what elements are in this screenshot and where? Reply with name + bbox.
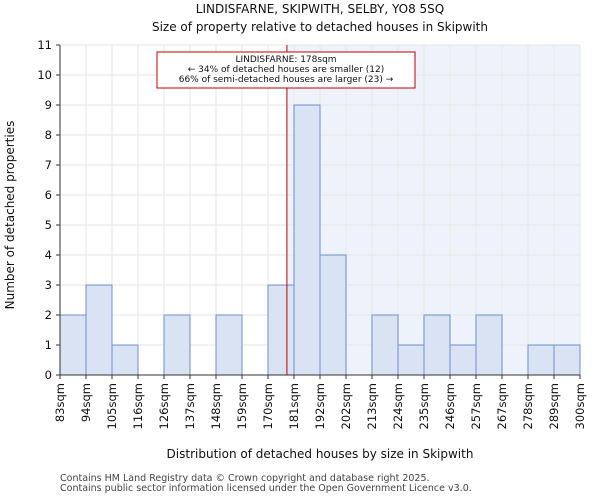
bar [293,104,321,376]
x-tick-label: 105sqm [105,383,119,429]
x-tick-label: 94sqm [79,383,93,422]
x-tick-label: 170sqm [261,383,275,429]
y-tick-label: 8 [45,128,52,142]
x-tick-label: 300sqm [573,383,587,429]
x-tick-label: 192sqm [313,383,327,429]
x-axis-label: Distribution of detached houses by size … [167,447,474,461]
chart-title: LINDISFARNE, SKIPWITH, SELBY, YO8 5SQ [196,2,444,16]
y-tick-label: 5 [45,218,52,232]
annotation-box [156,51,416,89]
y-tick-label: 1 [45,338,52,352]
annotation-line-2: ← 34% of detached houses are smaller (12… [188,65,385,75]
y-tick-label: 2 [45,308,52,322]
bar [371,314,399,376]
y-tick-label: 10 [37,68,52,82]
bar [527,344,555,376]
bar [163,314,191,376]
bar [215,314,243,376]
y-tick-label: 4 [45,248,52,262]
y-tick-label: 9 [45,98,52,112]
x-tick-label: 137sqm [183,383,197,429]
bar [449,344,477,376]
annotation-line-3: 66% of semi-detached houses are larger (… [179,75,394,85]
x-tick-label: 202sqm [339,383,353,429]
chart-subtitle: Size of property relative to detached ho… [152,20,488,34]
bar [111,344,139,376]
annotation-line-1: LINDISFARNE: 178sqm [235,55,336,65]
plot-area: 0 1 2 3 4 5 6 7 8 9 10 11 83sqm 94sqm 105sqm 116sqm 126s… [37,38,587,429]
bar [475,314,503,376]
x-tick-label: 224sqm [391,383,405,429]
bar [267,284,295,376]
x-tick-label: 235sqm [417,383,431,429]
bar [85,284,113,376]
bar [319,254,347,376]
x-tick-label: 257sqm [469,383,483,429]
x-tick-label: 148sqm [209,383,223,429]
y-tick-label: 7 [45,158,52,172]
histogram-chart: LINDISFARNE, SKIPWITH, SELBY, YO8 5SQ Si… [3,2,587,461]
x-tick-label: 83sqm [53,383,67,422]
x-tick-label: 246sqm [443,383,457,429]
y-tick-label: 3 [45,278,52,292]
bar [59,314,87,376]
x-tick-label: 116sqm [131,383,145,429]
y-tick-label: 11 [37,38,52,52]
bar [423,314,451,376]
x-tick-label: 126sqm [157,383,171,429]
x-tick-label: 181sqm [287,383,301,429]
y-axis-label: Number of detached properties [3,121,17,310]
x-tick-label: 278sqm [521,383,535,429]
x-tick-label: 267sqm [495,383,509,429]
x-tick-label: 289sqm [547,383,561,429]
x-tick-label: 159sqm [235,383,249,429]
bar [397,344,425,376]
y-tick-label: 6 [45,188,52,202]
bar [553,344,581,376]
x-tick-label: 213sqm [365,383,379,429]
footer-licence: Contains public sector information licen… [60,483,472,494]
y-tick-label: 0 [45,368,52,382]
footer-copyright: Contains HM Land Registry data © Crown c… [60,473,430,484]
